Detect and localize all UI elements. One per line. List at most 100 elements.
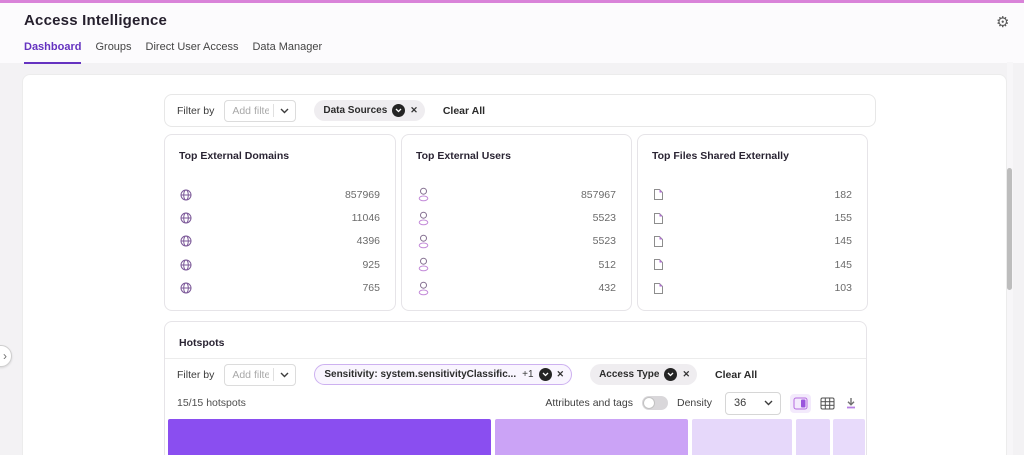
user-row[interactable]: 512 [402,253,631,276]
file-row[interactable]: 155 [638,206,867,229]
top-accent-bar [0,0,1024,3]
globe-icon [180,212,192,224]
add-filter-input-group [224,363,297,386]
chevron-right-icon: › [3,349,7,363]
table-view-icon [820,397,835,409]
density-select[interactable]: 36 [725,391,781,415]
chip-extra-count: +1 [522,369,534,380]
input-divider [273,368,275,381]
user-row[interactable]: 5523 [402,230,631,253]
card-rows: 857969 11046 4396 925 765 [165,183,395,300]
domain-row[interactable]: 925 [165,253,395,276]
chip-remove-button[interactable]: ✕ [682,369,691,379]
file-icon [654,259,663,271]
filter-by-label: Filter by [177,368,215,381]
user-icon [418,234,429,249]
chevron-down-icon [668,372,674,377]
tab-direct-user-access[interactable]: Direct User Access [145,41,239,53]
page-header: Access Intelligence ⚙ Dashboard Groups D… [0,3,1024,64]
clear-all-button[interactable]: Clear All [442,104,486,117]
density-label: Density [676,397,712,409]
expand-sidebar-button[interactable]: › [0,345,12,367]
file-count: 155 [834,212,852,225]
file-row[interactable]: 182 [638,183,867,206]
table-view-button[interactable] [820,397,835,410]
scrollbar-thumb[interactable] [1007,168,1012,290]
hotspot-cell[interactable] [796,419,830,455]
hotspots-controls: 15/15 hotspots Attributes and tags Densi… [165,390,866,416]
domain-row[interactable]: 857969 [165,183,395,206]
hotspots-title: Hotspots [179,337,225,349]
domain-row[interactable]: 11046 [165,206,395,229]
user-icon [418,258,429,272]
divider [165,358,866,359]
card-rows: 182 155 145 145 103 [638,183,867,300]
download-icon [847,398,855,409]
card-top-files-shared-externally: Top Files Shared Externally 182 155 145 … [637,134,868,311]
tab-data-manager[interactable]: Data Manager [252,41,323,53]
user-row[interactable]: 857967 [402,183,631,206]
hotspot-cell[interactable] [692,419,792,455]
add-filter-input[interactable] [225,104,274,117]
hotspots-count: 15/15 hotspots [177,397,246,409]
attributes-and-tags-toggle[interactable] [641,396,668,410]
filter-chip-data-sources[interactable]: Data Sources ✕ [314,100,425,121]
user-icon [418,281,429,296]
chip-expand-button[interactable] [392,104,406,117]
gear-icon[interactable]: ⚙ [996,14,1010,31]
chevron-down-icon [280,108,289,113]
chip-expand-button[interactable] [538,368,552,381]
globe-icon [180,235,192,247]
chip-label: Sensitivity: system.sensitivityClassific… [324,369,517,380]
heatmap-view-button[interactable] [790,393,811,413]
hotspots-filter-bar: Filter by Sensitivity: system.sensitivit… [165,359,866,390]
card-title: Top External Domains [179,150,290,162]
user-count: 432 [598,282,616,295]
user-row[interactable]: 5523 [402,206,631,229]
file-row[interactable]: 145 [638,230,867,253]
user-count: 857967 [580,188,616,201]
user-count: 5523 [592,212,616,225]
download-button[interactable] [844,396,858,410]
clear-all-button[interactable]: Clear All [715,368,758,381]
file-row[interactable]: 103 [638,277,867,300]
tab-groups[interactable]: Groups [95,41,132,53]
user-count: 512 [598,258,616,271]
add-filter-dropdown-button[interactable] [274,372,295,378]
user-row[interactable]: 432 [402,277,631,300]
add-filter-input[interactable] [225,368,274,381]
file-icon [654,282,663,294]
domain-row[interactable]: 765 [165,277,395,300]
hotspots-card: Hotspots Filter by Sensitivity: system.s… [164,321,867,455]
card-title: Top External Users [416,150,511,162]
chip-remove-button[interactable]: ✕ [410,105,418,115]
hotspot-cell[interactable] [495,419,688,455]
filter-chip-access-type[interactable]: Access Type ✕ [590,364,698,385]
add-filter-dropdown-button[interactable] [274,108,295,114]
file-row[interactable]: 145 [638,253,867,276]
domain-count: 765 [362,282,380,295]
file-icon [654,212,663,224]
chip-expand-button[interactable] [664,368,678,381]
chevron-down-icon [764,400,773,406]
chip-remove-button[interactable]: ✕ [556,369,565,379]
card-title: Top Files Shared Externally [652,150,789,162]
filter-by-label: Filter by [177,104,215,117]
domain-row[interactable]: 4396 [165,230,395,253]
chevron-down-icon [395,108,402,113]
hotspot-cell[interactable] [833,419,865,455]
tab-dashboard[interactable]: Dashboard [24,41,82,64]
heatmap-view-icon [793,397,808,409]
attributes-and-tags-label: Attributes and tags [545,397,633,409]
hotspots-heatmap [165,419,866,455]
file-count: 182 [834,188,852,201]
domain-count: 11046 [351,212,380,225]
filter-chip-sensitivity[interactable]: Sensitivity: system.sensitivityClassific… [314,364,573,385]
chip-label: Access Type [599,369,660,380]
chevron-down-icon [542,372,548,377]
add-filter-input-group [224,99,297,122]
hotspot-cell[interactable] [168,419,491,455]
domain-count: 857969 [344,188,380,201]
globe-icon [180,282,192,294]
toggle-knob [642,397,655,409]
